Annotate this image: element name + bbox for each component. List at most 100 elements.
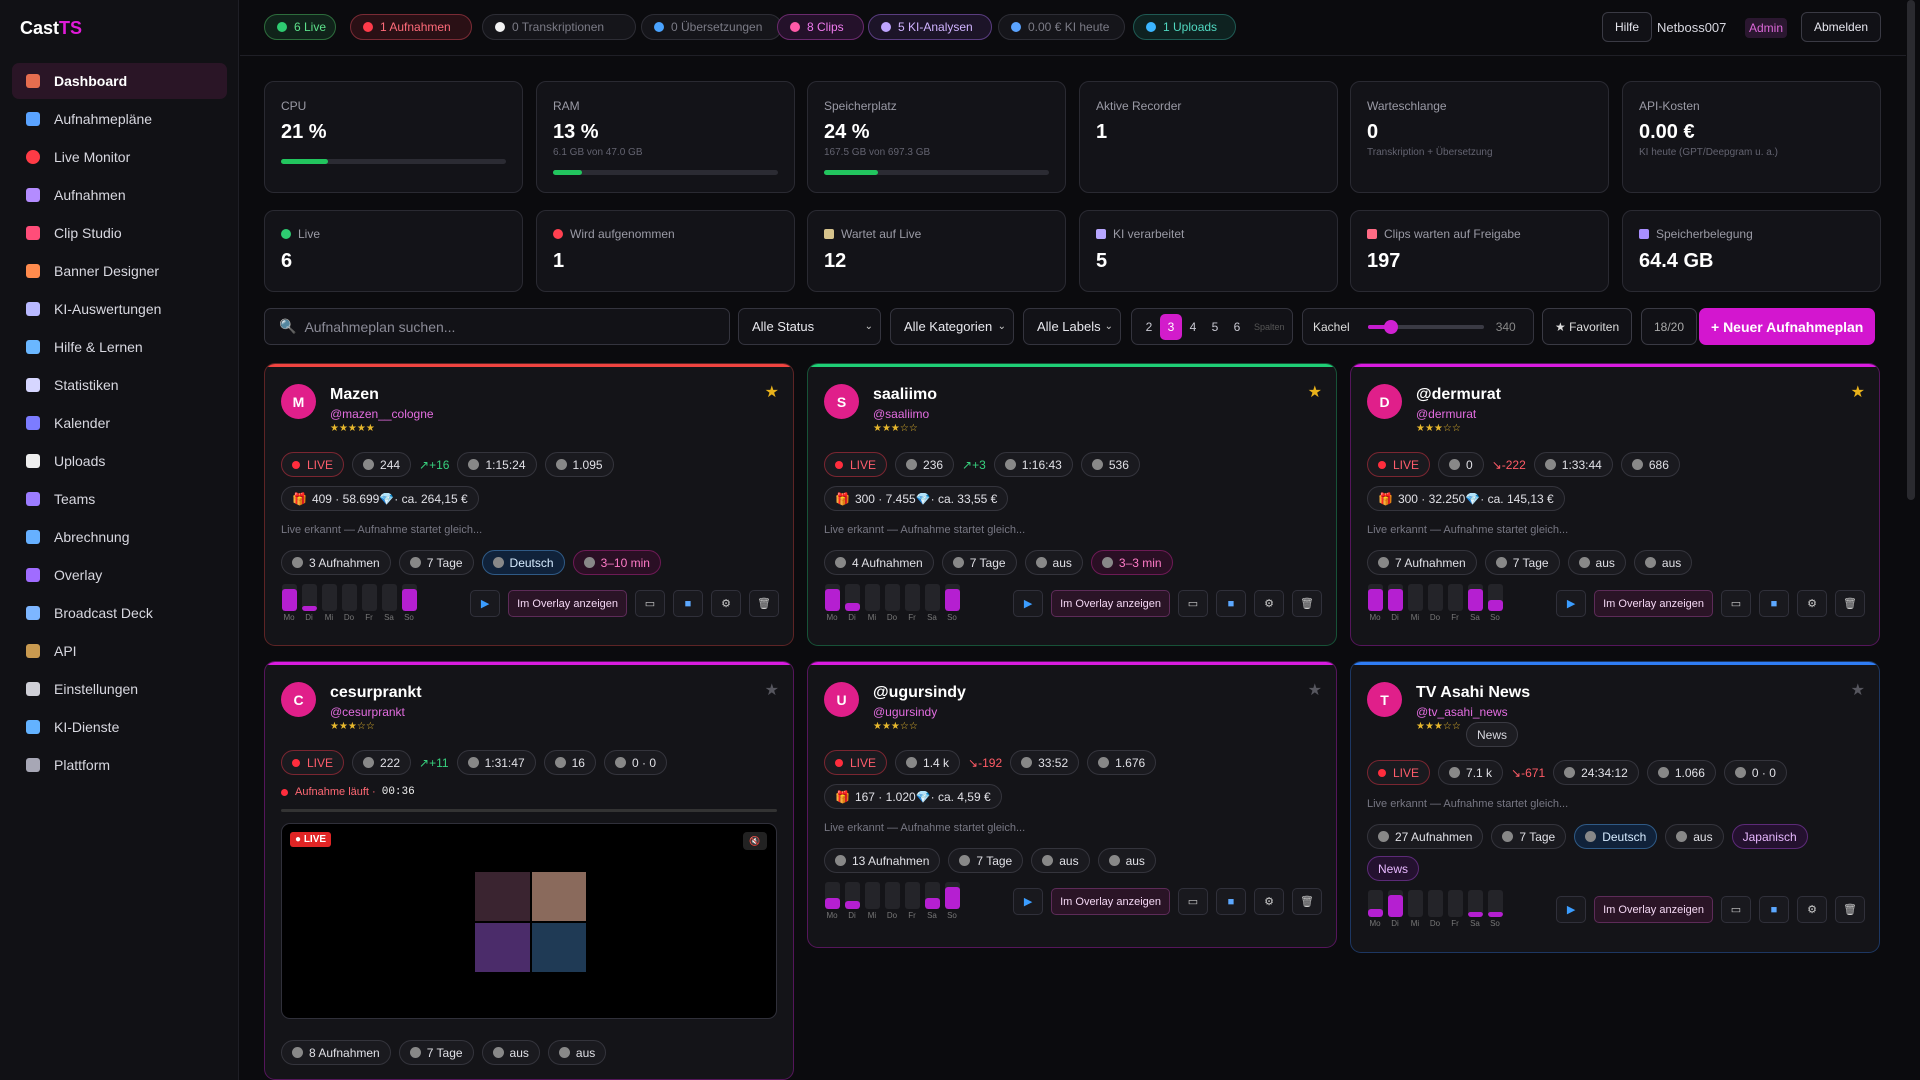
stop-icon[interactable]: ■ (1216, 590, 1246, 617)
sidebar-item-dashboard[interactable]: Dashboard (12, 63, 227, 99)
channel-handle[interactable]: @ugursindy (873, 705, 938, 719)
status-pill-0[interactable]: 6 Live (264, 14, 336, 40)
sidebar-item-overlay[interactable]: Overlay (12, 557, 227, 593)
schedule-card[interactable]: U @ugursindy @ugursindy ★★★☆☆ ★ LIVE 1.4 k ↘-19… (807, 661, 1337, 948)
show-in-overlay-button[interactable]: Im Overlay anzeigen (1051, 888, 1170, 915)
gear-icon[interactable]: ⚙ (1254, 590, 1284, 617)
gear-icon[interactable]: ⚙ (1797, 590, 1827, 617)
app-logo[interactable]: CastTS (20, 18, 83, 38)
card-icon[interactable]: ▭ (1178, 590, 1208, 617)
search-input[interactable]: 🔍 Aufnahmeplan suchen... (264, 308, 730, 345)
live-preview[interactable]: ● LIVE 🔇 (281, 823, 777, 1019)
gear-icon[interactable]: ⚙ (711, 590, 741, 617)
new-plan-button[interactable]: + Neuer Aufnahmeplan (1699, 308, 1876, 345)
trash-icon[interactable]: 🗑 (1835, 896, 1865, 923)
stop-icon[interactable]: ■ (673, 590, 703, 617)
column-option-4[interactable]: 4 (1189, 319, 1197, 334)
gift-icon: 🎁 (292, 491, 307, 506)
sidebar-item-api[interactable]: API (12, 633, 227, 669)
page-scrollbar[interactable] (1907, 0, 1915, 500)
help-button[interactable]: Hilfe (1602, 12, 1653, 42)
play-button[interactable]: ▶ (1556, 590, 1587, 617)
category-select[interactable]: Alle Kategorien ⌄ (890, 308, 1014, 345)
sidebar-item-aufnahmen[interactable]: Aufnahmen (12, 177, 227, 213)
status-pill-3[interactable]: 0 Übersetzungen (641, 14, 782, 40)
play-button[interactable]: ▶ (1013, 888, 1044, 915)
sidebar-item-plattform[interactable]: Plattform (12, 747, 227, 783)
schedule-card[interactable]: M Mazen @mazen__cologne ★★★★★ ★ LIVE 244 ↗+16 1:… (264, 363, 794, 646)
status-pill-1[interactable]: 1 Aufnahmen (350, 14, 472, 40)
schedule-card[interactable]: D @dermurat @dermurat ★★★☆☆ ★ LIVE 0 ↘-222 1:33:… (1350, 363, 1880, 646)
trash-icon[interactable]: 🗑 (1835, 590, 1865, 617)
column-option-5[interactable]: 5 (1211, 319, 1219, 334)
mute-icon[interactable]: 🔇 (743, 832, 767, 850)
status-pill-4[interactable]: 8 Clips (777, 14, 864, 40)
favorite-star-icon[interactable]: ★ (764, 682, 779, 699)
sidebar-item-ki-dienste[interactable]: KI-Dienste (12, 709, 227, 745)
card-icon[interactable]: ▭ (1178, 888, 1208, 915)
stop-icon[interactable]: ■ (1759, 590, 1789, 617)
sidebar-item-live-monitor[interactable]: Live Monitor (12, 139, 227, 175)
tag-chip: News (1367, 856, 1420, 881)
status-select[interactable]: Alle Status ⌄ (738, 308, 881, 345)
favorites-filter-button[interactable]: ★ Favoriten (1542, 308, 1633, 345)
status-pill-5[interactable]: 5 KI-Analysen (868, 14, 992, 40)
sidebar-item-label: Aufnahmepläne (54, 111, 153, 127)
sidebar-item-aufnahmepl-ne[interactable]: Aufnahmepläne (12, 101, 227, 137)
trash-icon[interactable]: 🗑 (1292, 590, 1322, 617)
stop-icon[interactable]: ■ (1759, 896, 1789, 923)
card-icon[interactable]: ▭ (1721, 896, 1751, 923)
stop-icon[interactable]: ■ (1216, 888, 1246, 915)
status-pill-6[interactable]: 0.00 € KI heute (998, 14, 1125, 40)
sidebar-item-hilfe-lernen[interactable]: Hilfe & Lernen (12, 329, 227, 365)
show-in-overlay-button[interactable]: Im Overlay anzeigen (1594, 590, 1713, 617)
sidebar-item-banner-designer[interactable]: Banner Designer (12, 253, 227, 289)
channel-handle[interactable]: @dermurat (1416, 407, 1477, 421)
column-option-3[interactable]: 3 (1160, 313, 1182, 340)
channel-handle[interactable]: @saaliimo (873, 407, 930, 421)
slider-handle[interactable] (1383, 319, 1398, 334)
label-select[interactable]: Alle Labels ⌄ (1023, 308, 1121, 345)
sidebar-item-statistiken[interactable]: Statistiken (12, 367, 227, 403)
card-icon[interactable]: ▭ (635, 590, 665, 617)
schedule-card[interactable]: T TV Asahi News @tv_asahi_news ★★★☆☆ News ★ LI… (1350, 661, 1880, 953)
status-pill-7[interactable]: 1 Uploads (1133, 14, 1236, 40)
sidebar-item-label: Teams (54, 491, 96, 507)
play-button[interactable]: ▶ (1013, 590, 1044, 617)
show-in-overlay-button[interactable]: Im Overlay anzeigen (1594, 896, 1713, 923)
gear-icon[interactable]: ⚙ (1254, 888, 1284, 915)
column-option-6[interactable]: 6 (1233, 319, 1241, 334)
sidebar-item-broadcast-deck[interactable]: Broadcast Deck (12, 595, 227, 631)
column-selector[interactable]: 2 3 4 5 6 Spalten (1131, 308, 1293, 345)
channel-handle[interactable]: @tv_asahi_news (1416, 705, 1508, 719)
trash-icon[interactable]: 🗑 (1292, 888, 1322, 915)
logout-button[interactable]: Abmelden (1801, 12, 1882, 42)
avatar: S (824, 384, 859, 419)
sidebar-item-ki-auswertungen[interactable]: KI-Auswertungen (12, 291, 227, 327)
channel-handle[interactable]: @cesurprankt (330, 705, 405, 719)
favorite-star-icon[interactable]: ★ (1850, 384, 1865, 401)
channel-handle[interactable]: @mazen__cologne (330, 407, 434, 421)
play-button[interactable]: ▶ (1556, 896, 1587, 923)
sidebar-item-einstellungen[interactable]: Einstellungen (12, 671, 227, 707)
card-icon[interactable]: ▭ (1721, 590, 1751, 617)
tile-size-slider[interactable]: Kachel 340 (1302, 308, 1534, 345)
favorite-star-icon[interactable]: ★ (764, 384, 779, 401)
sidebar-item-kalender[interactable]: Kalender (12, 405, 227, 441)
show-in-overlay-button[interactable]: Im Overlay anzeigen (1051, 590, 1170, 617)
trash-icon[interactable]: 🗑 (749, 590, 779, 617)
favorite-star-icon[interactable]: ★ (1307, 682, 1322, 699)
favorite-star-icon[interactable]: ★ (1850, 682, 1865, 699)
sidebar-item-clip-studio[interactable]: Clip Studio (12, 215, 227, 251)
status-pill-2[interactable]: 0 Transkriptionen (482, 14, 636, 40)
sidebar-item-abrechnung[interactable]: Abrechnung (12, 519, 227, 555)
gear-icon[interactable]: ⚙ (1797, 896, 1827, 923)
show-in-overlay-button[interactable]: Im Overlay anzeigen (508, 590, 627, 617)
sidebar-item-uploads[interactable]: Uploads (12, 443, 227, 479)
column-option-2[interactable]: 2 (1145, 319, 1153, 334)
play-button[interactable]: ▶ (470, 590, 501, 617)
favorite-star-icon[interactable]: ★ (1307, 384, 1322, 401)
sidebar-item-teams[interactable]: Teams (12, 481, 227, 517)
